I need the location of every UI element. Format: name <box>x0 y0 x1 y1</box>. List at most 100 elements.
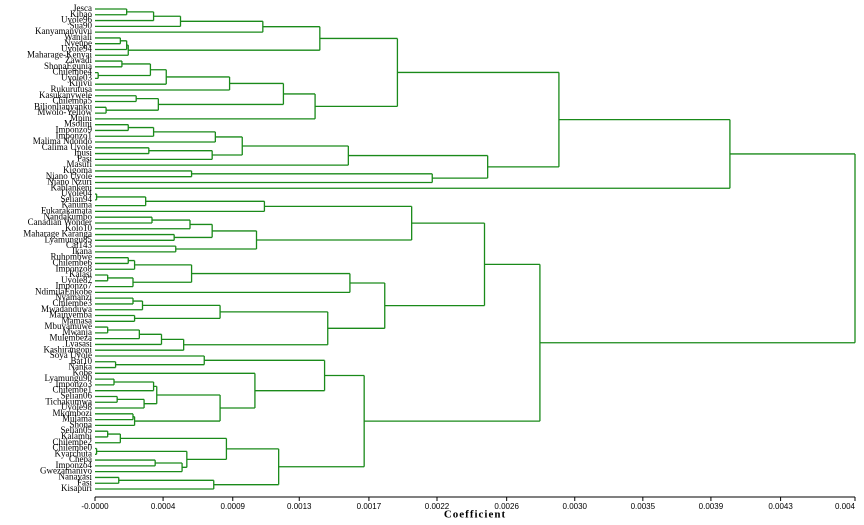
leaf-label: Fasi <box>77 477 93 487</box>
leaf-label: NdimilaEnkobe <box>35 286 92 296</box>
leaf-label: Uyole96 <box>61 15 92 25</box>
leaf-label: Njano Uyole <box>46 171 92 181</box>
leaf-label: Imponzo1 <box>56 130 93 140</box>
leaf-label: Mainyemba <box>49 310 92 320</box>
x-tick-label: 0.0009 <box>221 502 246 511</box>
branch <box>134 394 221 422</box>
leaf-label: Mwadanduwa <box>41 304 92 314</box>
leaf-label: Kisapuri <box>61 483 92 493</box>
branch <box>95 233 175 241</box>
branch <box>95 37 121 45</box>
branch <box>95 395 118 403</box>
x-tick-label: 0.0043 <box>768 502 793 511</box>
branch <box>95 60 123 68</box>
leaf-label: Lyamungu90 <box>45 373 93 383</box>
leaf-label: Imponzo3 <box>56 379 93 389</box>
branch <box>95 69 167 85</box>
leaf-label: Maharage Karanga <box>23 229 92 239</box>
leaf-label: Ruhombwe <box>51 252 93 262</box>
leaf-label: Kigoma <box>63 165 92 175</box>
leaf-label: Ipusi <box>74 148 92 158</box>
leaf-label: Chilemba5 <box>53 96 93 106</box>
branch <box>95 329 140 340</box>
branch <box>134 304 221 320</box>
leaf-label: Canadian Wonder <box>28 217 92 227</box>
branch <box>95 416 136 427</box>
leaf-label: Jesca <box>73 3 92 13</box>
leaf-label: Kashirangoni <box>44 344 93 354</box>
branch <box>315 37 399 108</box>
leaf-label: Chilembe3 <box>53 298 93 308</box>
leaf-label: Uyole04 <box>61 188 92 198</box>
branch <box>256 205 413 241</box>
leaf-label: Kasukanywele <box>39 90 92 100</box>
branch <box>384 222 486 307</box>
leaf-label: Mbuvamuwe <box>45 321 93 331</box>
branch <box>95 479 215 490</box>
leaf-label: Selian05 <box>61 425 93 435</box>
leaf-label: Kanuma <box>62 200 93 210</box>
branch <box>95 361 117 369</box>
branch <box>106 97 159 111</box>
branch <box>213 448 280 486</box>
leaf-label: Mwanja <box>63 327 93 337</box>
branch <box>327 282 386 329</box>
leaf-label: Kijivu <box>69 78 93 88</box>
branch <box>397 71 560 168</box>
leaf-label: Msolini <box>64 119 93 129</box>
leaf-label: Malima Ndondo <box>33 136 93 146</box>
branch <box>183 311 329 346</box>
leaf-label: Calima Uyole <box>42 142 92 152</box>
branch <box>95 20 264 33</box>
branch <box>95 459 156 467</box>
branch <box>364 263 541 422</box>
branch <box>95 430 109 438</box>
leaf-label: Mulama <box>62 414 92 424</box>
branch <box>95 150 213 161</box>
leaf-label: Nanka <box>69 362 93 372</box>
leaf-label: Imponzo7 <box>56 281 93 291</box>
branch <box>95 413 134 421</box>
branch <box>204 359 326 392</box>
leaf-label: Fukarakamata <box>41 205 92 215</box>
branch <box>95 170 193 178</box>
branch <box>174 223 213 239</box>
leaf-label: Maharage-Kenyai <box>27 49 92 59</box>
branch <box>95 131 216 143</box>
branch <box>95 106 107 114</box>
branch <box>348 154 489 179</box>
leaf-label: Uyole87 <box>61 275 92 285</box>
branch <box>95 326 109 334</box>
branch <box>128 26 321 51</box>
branch <box>95 257 129 265</box>
leaf-label: Bilionlianyanku <box>34 101 92 111</box>
x-tick-label: 0.0004 <box>151 502 176 511</box>
leaf-label: Ikana <box>72 246 92 256</box>
leaf-label: Shona <box>70 419 93 429</box>
leaf-label: Kablankeni <box>51 182 93 192</box>
branch <box>95 333 163 346</box>
leaf-label: Mulembeza <box>50 333 92 343</box>
branch <box>95 200 266 213</box>
leaf-label: Kanyamanyuvu <box>35 26 92 36</box>
leaf-label: Chilembe2 <box>53 437 93 447</box>
leaf-label: Nandakumbo <box>44 211 93 221</box>
branch <box>96 450 188 468</box>
leaf-label: ShonaEgunia <box>44 61 92 71</box>
branch <box>95 300 144 311</box>
leaf-label: Kibao <box>70 9 92 19</box>
branch <box>144 385 158 405</box>
leaf-label: Imponzo9 <box>56 125 93 135</box>
leaf-label: Lyasasi <box>65 338 92 348</box>
leaf-label: Gwezamaniyo <box>40 466 92 476</box>
branch <box>278 374 365 468</box>
x-tick-label: 0.0013 <box>287 502 312 511</box>
leaf-label: Mwolo-Yellow <box>37 107 92 117</box>
leaf-label: Tichakumwa <box>45 396 92 406</box>
branch <box>95 40 128 51</box>
branch <box>120 437 228 461</box>
branch <box>95 433 121 444</box>
branch <box>158 82 285 106</box>
branch <box>98 63 152 77</box>
